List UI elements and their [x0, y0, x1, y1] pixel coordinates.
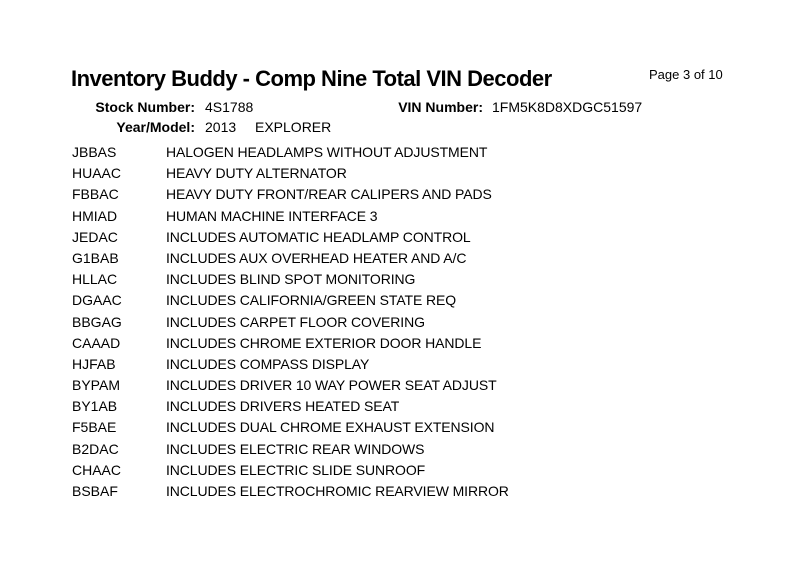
- year-model-label: Year/Model:: [116, 119, 195, 135]
- option-description: INCLUDES ELECTROCHROMIC REARVIEW MIRROR: [166, 483, 509, 499]
- option-code: FBBAC: [72, 186, 119, 203]
- option-code: BY1AB: [72, 398, 118, 415]
- page-title: Inventory Buddy - Comp Nine Total VIN De…: [71, 66, 552, 91]
- stock-number-value: 4S1788: [205, 99, 254, 115]
- option-code: BYPAM: [72, 377, 120, 394]
- option-description: HEAVY DUTY FRONT/REAR CALIPERS AND PADS: [166, 186, 492, 203]
- option-code: JEDAC: [72, 228, 118, 245]
- table-row: HLLAC INCLUDES BLIND SPOT MONITORING: [72, 271, 509, 292]
- option-description: HEAVY DUTY ALTERNATOR: [166, 165, 347, 182]
- vin-number-value: 1FM5K8D8XDGC51597: [492, 99, 643, 115]
- table-row: DGAAC INCLUDES CALIFORNIA/GREEN STATE RE…: [72, 292, 509, 313]
- option-code: BBGAG: [72, 313, 122, 330]
- option-description: INCLUDES DRIVERS HEATED SEAT: [166, 398, 400, 415]
- option-code: B2DAC: [72, 440, 119, 457]
- option-code: CAAAD: [72, 334, 121, 351]
- table-row: HUAAC HEAVY DUTY ALTERNATOR: [72, 165, 509, 186]
- year-value: 2013: [205, 119, 237, 135]
- option-description: INCLUDES ELECTRIC REAR WINDOWS: [166, 440, 425, 457]
- option-code: BSBAF: [72, 483, 118, 499]
- options-list: JBBAS HALOGEN HEADLAMPS WITHOUT ADJUSTME…: [72, 144, 509, 504]
- vin-number-label: VIN Number:: [398, 99, 483, 115]
- option-description: INCLUDES AUX OVERHEAD HEATER AND A/C: [166, 249, 467, 266]
- table-row: BSBAF INCLUDES ELECTROCHROMIC REARVIEW M…: [72, 483, 509, 504]
- table-row: BBGAG INCLUDES CARPET FLOOR COVERING: [72, 314, 509, 335]
- table-row: JEDAC INCLUDES AUTOMATIC HEADLAMP CONTRO…: [72, 229, 509, 250]
- option-code: HJFAB: [72, 355, 116, 372]
- option-code: F5BAE: [72, 419, 117, 436]
- table-row: CAAAD INCLUDES CHROME EXTERIOR DOOR HAND…: [72, 335, 509, 356]
- model-value: EXPLORER: [255, 119, 332, 135]
- option-description: INCLUDES BLIND SPOT MONITORING: [166, 271, 416, 288]
- option-description: INCLUDES COMPASS DISPLAY: [166, 355, 370, 372]
- option-description: INCLUDES ELECTRIC SLIDE SUNROOF: [166, 461, 426, 478]
- option-description: INCLUDES CALIFORNIA/GREEN STATE REQ: [166, 292, 457, 309]
- table-row: FBBAC HEAVY DUTY FRONT/REAR CALIPERS AND…: [72, 186, 509, 207]
- stock-number-label: Stock Number:: [95, 99, 195, 115]
- table-row: F5BAE INCLUDES DUAL CHROME EXHAUST EXTEN…: [72, 419, 509, 440]
- table-row: BY1AB INCLUDES DRIVERS HEATED SEAT: [72, 398, 509, 419]
- table-row: B2DAC INCLUDES ELECTRIC REAR WINDOWS: [72, 441, 509, 462]
- option-code: G1BAB: [72, 249, 119, 266]
- option-description: HALOGEN HEADLAMPS WITHOUT ADJUSTMENT: [166, 144, 488, 160]
- table-row: G1BAB INCLUDES AUX OVERHEAD HEATER AND A…: [72, 250, 509, 271]
- option-description: INCLUDES DRIVER 10 WAY POWER SEAT ADJUST: [166, 377, 497, 394]
- option-description: INCLUDES AUTOMATIC HEADLAMP CONTROL: [166, 228, 471, 245]
- table-row: JBBAS HALOGEN HEADLAMPS WITHOUT ADJUSTME…: [72, 144, 509, 165]
- table-row: HMIAD HUMAN MACHINE INTERFACE 3: [72, 208, 509, 229]
- table-row: BYPAM INCLUDES DRIVER 10 WAY POWER SEAT …: [72, 377, 509, 398]
- option-code: JBBAS: [72, 144, 117, 160]
- page-number-indicator: Page 3 of 10: [649, 67, 723, 82]
- option-description: INCLUDES DUAL CHROME EXHAUST EXTENSION: [166, 419, 495, 436]
- option-code: HMIAD: [72, 207, 118, 224]
- option-description: INCLUDES CARPET FLOOR COVERING: [166, 313, 425, 330]
- option-description: HUMAN MACHINE INTERFACE 3: [166, 207, 378, 224]
- table-row: HJFAB INCLUDES COMPASS DISPLAY: [72, 356, 509, 377]
- option-code: HUAAC: [72, 165, 122, 182]
- option-description: INCLUDES CHROME EXTERIOR DOOR HANDLE: [166, 334, 482, 351]
- option-code: CHAAC: [72, 461, 122, 478]
- option-code: DGAAC: [72, 292, 122, 309]
- table-row: CHAAC INCLUDES ELECTRIC SLIDE SUNROOF: [72, 462, 509, 483]
- option-code: HLLAC: [72, 271, 118, 288]
